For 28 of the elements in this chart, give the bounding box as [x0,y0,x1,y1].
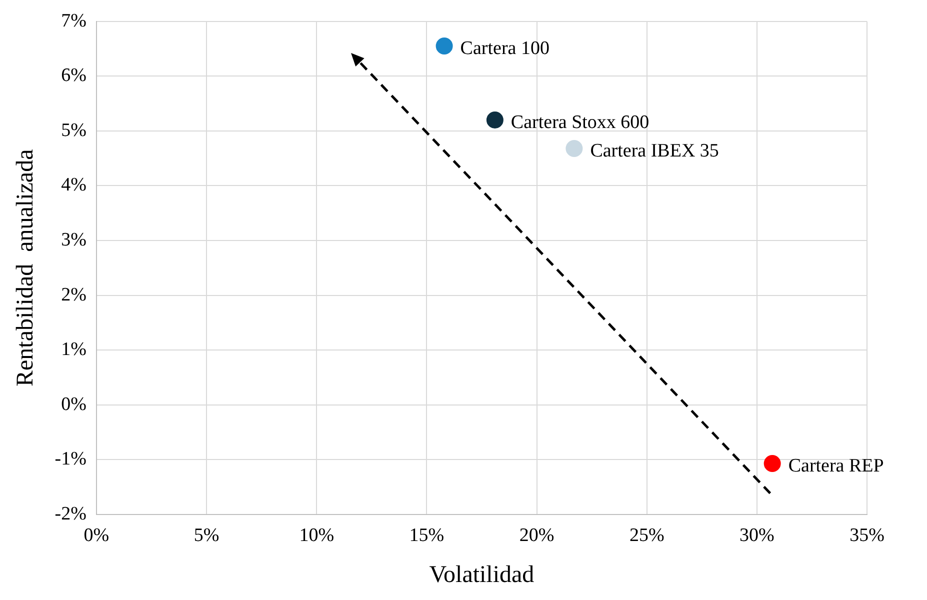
y-tick-label: -2% [54,503,87,524]
point [566,140,583,157]
point [764,454,781,472]
x-tick-label: 10% [299,524,334,546]
series-label: Cartera Stoxx 600 [510,112,650,133]
x-tick-label: 15% [409,524,444,546]
x-tick-label: 20% [519,524,554,546]
x-tick-label: 0% [84,524,110,546]
x-tick-label: 35% [850,524,885,546]
y-tick-label: 3% [61,229,87,250]
y-tick-label: 5% [61,120,87,141]
x-tick-label: 25% [629,524,664,546]
y-tick-label: 7% [61,10,87,32]
y-tick-label: -1% [54,448,87,470]
y-tick-label: 0% [61,394,87,415]
y-axis-title: Rentabilidad anualizada [12,148,39,387]
y-tick-label: 1% [61,339,87,360]
series-label: Cartera REP [788,455,884,476]
point [486,112,504,128]
x-tick-label: 30% [740,524,775,546]
x-axis-title: Volatilidad [429,562,534,588]
y-tick-label: 2% [61,284,87,306]
series-label: Cartera 100 [460,38,550,60]
y-tick-label: 6% [61,65,87,86]
y-tick-label: 4% [61,174,87,196]
series-label: Cartera IBEX 35 [590,140,719,162]
point [436,38,453,55]
x-tick-label: 5% [194,524,220,546]
